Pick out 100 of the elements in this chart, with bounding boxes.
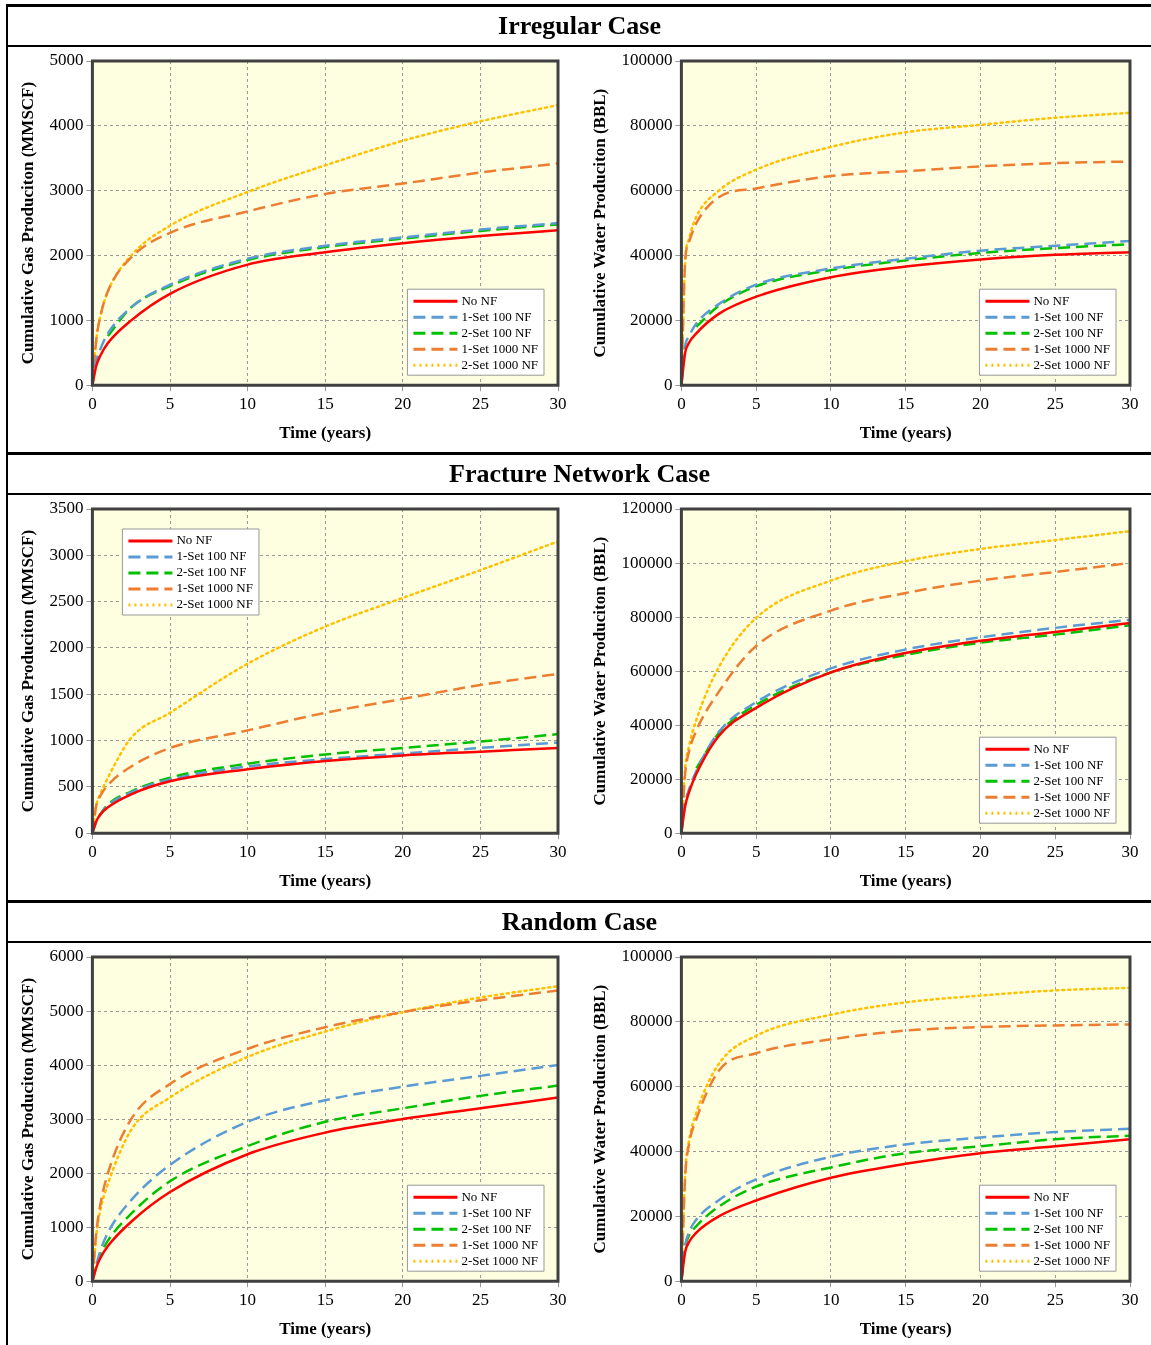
- x-tick-label: 5: [165, 841, 175, 861]
- legend-label: No NF: [1033, 1188, 1070, 1204]
- y-tick-label: 20000: [629, 309, 673, 329]
- x-tick-label: 0: [88, 393, 97, 413]
- x-tick-label: 15: [897, 393, 915, 413]
- x-tick-label: 15: [316, 393, 334, 413]
- y-tick-label: 2500: [49, 591, 84, 611]
- y-tick-label: 80000: [629, 1011, 673, 1031]
- x-tick-label: 10: [239, 841, 257, 861]
- y-tick-label: 4000: [49, 1054, 84, 1074]
- x-axis-title: Time (years): [279, 1319, 372, 1339]
- y-tick-label: 5000: [49, 1000, 84, 1020]
- chart-title: Irregular Case: [6, 4, 1151, 47]
- legend-label: 1-Set 100 NF: [1033, 756, 1104, 772]
- x-axis-title: Time (years): [859, 871, 952, 891]
- legend-label: 1-Set 1000 NF: [461, 340, 538, 356]
- y-tick-label: 1000: [49, 730, 84, 750]
- y-tick-label: 60000: [629, 660, 673, 680]
- y-tick-label: 0: [663, 822, 673, 842]
- y-tick-label: 40000: [629, 714, 673, 734]
- y-tick-label: 4000: [49, 115, 84, 135]
- x-tick-label: 25: [471, 841, 489, 861]
- x-tick-label: 15: [897, 1289, 915, 1309]
- legend-label: No NF: [1033, 740, 1070, 756]
- x-axis-title: Time (years): [279, 871, 372, 891]
- legend-label: 1-Set 1000 NF: [1033, 788, 1110, 804]
- x-tick-label: 0: [88, 841, 97, 861]
- legend-label: 1-Set 1000 NF: [1033, 1236, 1110, 1252]
- y-tick-label: 60000: [629, 1076, 673, 1096]
- y-tick-label: 100000: [621, 50, 673, 70]
- x-tick-label: 10: [822, 841, 840, 861]
- chart-title: Fracture Network Case: [6, 452, 1151, 495]
- x-tick-label: 5: [751, 393, 761, 413]
- legend-label: No NF: [176, 532, 213, 548]
- y-tick-label: 5000: [49, 50, 84, 70]
- y-axis-title: Cumulative Water Produciton (BBL): [589, 88, 609, 358]
- y-tick-label: 2000: [49, 1162, 84, 1182]
- x-tick-label: 25: [1046, 393, 1064, 413]
- legend-label: 1-Set 1000 NF: [461, 1236, 538, 1252]
- x-tick-label: 10: [239, 1289, 257, 1309]
- y-tick-label: 3000: [49, 180, 84, 200]
- legend-label: 2-Set 1000 NF: [1033, 356, 1110, 372]
- y-axis-title: Cumulative Water Produciton (BBL): [589, 536, 609, 806]
- y-tick-label: 3500: [49, 498, 84, 518]
- x-tick-label: 20: [394, 841, 412, 861]
- y-tick-label: 40000: [629, 1140, 673, 1160]
- legend-label: 1-Set 1000 NF: [176, 580, 253, 596]
- x-tick-label: 20: [971, 841, 989, 861]
- x-tick-label: 25: [1046, 841, 1064, 861]
- legend-label: 1-Set 100 NF: [461, 308, 532, 324]
- x-tick-label: 20: [394, 1289, 412, 1309]
- x-tick-label: 20: [971, 393, 989, 413]
- legend-label: 1-Set 100 NF: [176, 548, 247, 564]
- y-tick-label: 3000: [49, 1108, 84, 1128]
- legend-label: 2-Set 100 NF: [461, 324, 532, 340]
- legend-label: 2-Set 100 NF: [461, 1220, 532, 1236]
- x-tick-label: 25: [471, 1289, 489, 1309]
- x-axis-title: Time (years): [279, 423, 372, 443]
- legend-label: 1-Set 100 NF: [1033, 1204, 1104, 1220]
- legend-label: 2-Set 1000 NF: [1033, 1252, 1110, 1268]
- y-tick-label: 80000: [629, 606, 673, 626]
- y-tick-label: 0: [74, 822, 84, 842]
- y-tick-label: 60000: [629, 180, 673, 200]
- x-tick-label: 15: [316, 841, 334, 861]
- y-axis-title: Cumulative Gas Produciton (MMSCF): [17, 81, 37, 365]
- y-axis-title: Cumulative Gas Produciton (MMSCF): [17, 977, 37, 1261]
- legend-label: 2-Set 1000 NF: [176, 596, 253, 612]
- legend-label: 2-Set 100 NF: [1033, 1220, 1104, 1236]
- x-tick-label: 10: [822, 1289, 840, 1309]
- legend-label: 2-Set 1000 NF: [461, 1252, 538, 1268]
- x-tick-label: 5: [165, 393, 175, 413]
- legend-label: 1-Set 100 NF: [461, 1204, 532, 1220]
- y-axis-title: Cumulative Water Produciton (BBL): [589, 984, 609, 1254]
- x-tick-label: 25: [1046, 1289, 1064, 1309]
- legend-label: 2-Set 1000 NF: [1033, 804, 1110, 820]
- y-tick-label: 0: [663, 374, 673, 394]
- x-axis-title: Time (years): [859, 423, 952, 443]
- x-tick-label: 10: [822, 393, 840, 413]
- x-tick-label: 15: [897, 841, 915, 861]
- y-tick-label: 40000: [629, 244, 673, 264]
- legend-label: 1-Set 100 NF: [1033, 308, 1104, 324]
- y-tick-label: 2000: [49, 637, 84, 657]
- x-tick-label: 20: [394, 393, 412, 413]
- legend-label: 2-Set 100 NF: [176, 564, 247, 580]
- x-tick-label: 30: [549, 393, 567, 413]
- x-tick-label: 30: [549, 841, 567, 861]
- x-tick-label: 5: [751, 841, 761, 861]
- y-tick-label: 0: [663, 1270, 673, 1290]
- y-tick-label: 20000: [629, 768, 673, 788]
- y-axis-title: Cumulative Gas Produciton (MMSCF): [17, 529, 37, 813]
- x-tick-label: 30: [549, 1289, 567, 1309]
- x-tick-label: 5: [751, 1289, 761, 1309]
- y-tick-label: 1500: [49, 683, 84, 703]
- y-tick-label: 0: [74, 374, 84, 394]
- legend-label: No NF: [461, 292, 498, 308]
- y-tick-label: 100000: [621, 552, 673, 572]
- y-tick-label: 100000: [621, 946, 673, 966]
- x-tick-label: 25: [471, 393, 489, 413]
- y-tick-label: 1000: [49, 309, 84, 329]
- legend-label: 1-Set 1000 NF: [1033, 340, 1110, 356]
